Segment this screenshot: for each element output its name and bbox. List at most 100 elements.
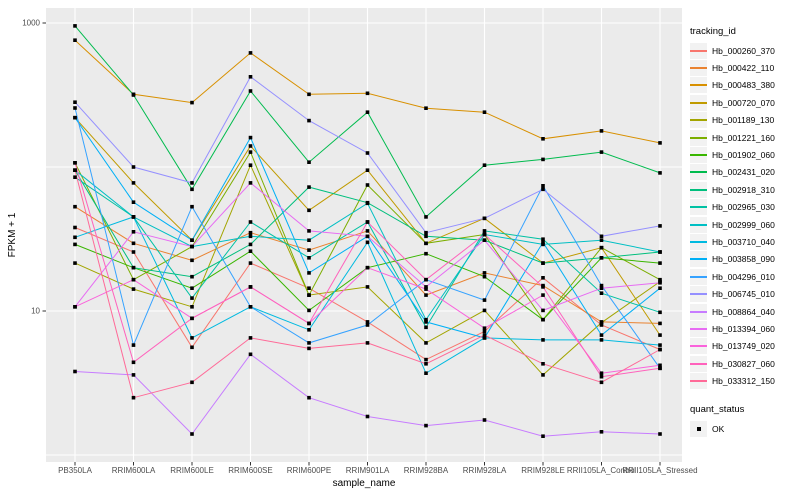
legend-key: [690, 112, 707, 129]
data-point: [482, 232, 487, 237]
data-point: [307, 395, 311, 400]
x-tick-label: RRIM600LE: [170, 466, 214, 475]
legend-item-label: Hb_001221_160: [712, 132, 775, 143]
data-point: [541, 434, 545, 438]
data-point: [248, 144, 253, 148]
legend-item-Hb_002431_020: Hb_002431_020: [690, 164, 800, 181]
legend-key: [690, 355, 707, 372]
legend-item-label: Hb_000720_070: [712, 97, 775, 108]
legend-key: [690, 251, 707, 268]
axis-tick-marks: [42, 22, 661, 466]
legend-item-label: Hb_008864_040: [712, 306, 775, 317]
x-axis-title: sample_name: [333, 478, 396, 489]
data-point: [248, 234, 253, 239]
data-point: [482, 216, 487, 221]
data-point: [541, 242, 545, 247]
data-point: [248, 181, 253, 185]
legend-key: [690, 320, 707, 337]
data-point: [190, 305, 194, 309]
legend-item-label: Hb_003710_040: [712, 236, 775, 247]
series-color-line-icon: [690, 206, 707, 209]
data-point: [365, 183, 370, 187]
data-point: [131, 181, 136, 185]
data-point: [482, 271, 487, 275]
data-point: [541, 276, 545, 280]
legend-item-Hb_002999_060: Hb_002999_060: [690, 216, 800, 233]
x-tick-label: RRII105LA_Stressed: [622, 466, 697, 475]
data-point: [73, 115, 77, 120]
data-point: [365, 220, 370, 224]
data-point: [190, 316, 194, 321]
data-point: [365, 240, 370, 245]
legend-item-ok: OK: [690, 420, 800, 437]
data-point: [424, 241, 428, 246]
series-color-line-icon: [690, 49, 707, 52]
data-point: [131, 250, 136, 254]
data-point: [658, 286, 662, 290]
legend-item-label: Hb_001902_060: [712, 150, 775, 161]
legend-item-Hb_001221_160: Hb_001221_160: [690, 129, 800, 146]
data-point: [248, 242, 253, 247]
data-point: [599, 291, 604, 295]
series-color-line-icon: [690, 345, 707, 348]
data-point: [248, 150, 253, 154]
x-axis-tick-labels: PB350LA RRIM600LA RRIM600LE RRIM600SE RRIM60…: [58, 466, 697, 475]
series-color-line-icon: [690, 362, 707, 365]
data-point: [424, 293, 428, 297]
legend-item-Hb_000260_370: Hb_000260_370: [690, 42, 800, 59]
data-point: [599, 238, 604, 242]
data-point: [307, 256, 311, 260]
data-point: [131, 360, 136, 365]
legend-item-Hb_000720_070: Hb_000720_070: [690, 94, 800, 111]
data-point: [365, 265, 370, 270]
data-point: [599, 371, 604, 375]
x-tick-label: RRIM600SE: [228, 466, 272, 475]
series-color-line-icon: [690, 240, 707, 243]
data-point: [73, 242, 77, 247]
data-point: [248, 230, 253, 235]
data-point: [482, 163, 487, 167]
data-point: [541, 187, 545, 192]
data-point: [365, 414, 370, 419]
legend-item-label: Hb_006745_010: [712, 289, 775, 300]
data-point: [73, 204, 77, 209]
data-point: [365, 285, 370, 289]
data-point: [658, 281, 662, 285]
data-point: [541, 317, 545, 322]
data-point: [307, 248, 311, 252]
legend-key: [690, 181, 707, 198]
data-point: [307, 346, 311, 351]
series-color-line-icon: [690, 258, 707, 261]
data-point: [541, 362, 545, 366]
data-point: [424, 106, 428, 110]
legend-item-label: Hb_013394_060: [712, 323, 775, 334]
data-point: [131, 230, 136, 234]
legend-item-Hb_001902_060: Hb_001902_060: [690, 146, 800, 164]
data-point: [365, 323, 370, 327]
data-point: [190, 204, 194, 209]
data-point: [482, 333, 487, 337]
series-color-line-icon: [690, 223, 707, 226]
data-point: [307, 208, 311, 213]
data-point: [482, 229, 487, 233]
legend-key: [690, 60, 707, 77]
data-point: [307, 185, 311, 189]
legend-item-label: Hb_002431_020: [712, 167, 775, 178]
data-point: [599, 374, 604, 379]
data-point: [658, 343, 662, 347]
series-color-line-icon: [690, 293, 707, 296]
legend-item-label: Hb_001189_130: [712, 115, 775, 126]
data-point: [190, 274, 194, 279]
data-point: [424, 362, 428, 366]
data-point: [541, 237, 545, 241]
data-point: [307, 308, 311, 313]
legend-title-tracking-id: tracking_id: [690, 26, 736, 37]
data-point: [190, 345, 194, 350]
data-point: [248, 89, 253, 93]
data-point: [365, 91, 370, 96]
data-point: [131, 277, 136, 282]
data-point: [541, 240, 545, 245]
legend-item-label: Hb_002918_310: [712, 184, 775, 195]
data-point: [541, 338, 545, 342]
data-point: [190, 238, 194, 242]
